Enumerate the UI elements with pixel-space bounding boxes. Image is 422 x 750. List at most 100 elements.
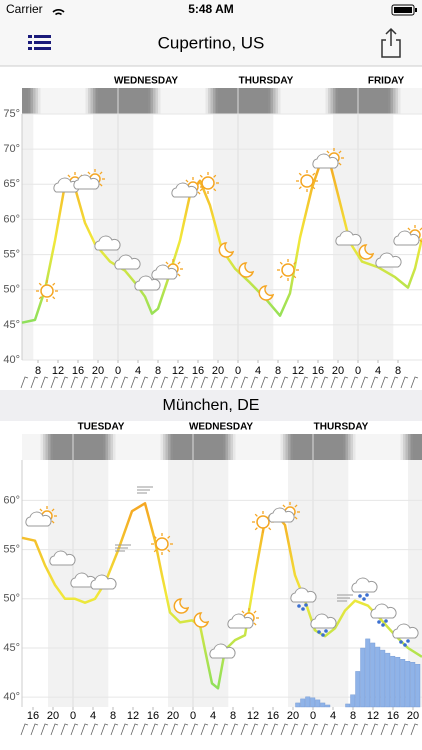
weather-icon: [290, 587, 317, 611]
cloud: [114, 254, 141, 270]
wind-barb: [340, 723, 349, 736]
moon: [173, 598, 190, 614]
daylight-strip: [260, 434, 264, 460]
daylight-strip: [118, 434, 121, 460]
daylight-strip: [178, 434, 181, 460]
daylight-strip: [305, 88, 309, 114]
day-label: WEDNESDAY: [189, 422, 253, 433]
daylight-strip: [378, 434, 381, 460]
daylight-strip: [183, 88, 186, 114]
cloud: [209, 643, 236, 659]
night-shade: [380, 114, 384, 360]
precip-bar: [300, 698, 306, 708]
daylight-strip: [165, 88, 169, 114]
night-shade: [175, 460, 179, 707]
daylight-strip: [318, 88, 321, 114]
wind-barb: [70, 376, 79, 389]
wind-barb: [210, 376, 219, 389]
daylight-strip: [170, 88, 174, 114]
sun-ray: [177, 273, 181, 277]
wind-barb: [390, 723, 399, 736]
daylight-strip: [30, 88, 34, 114]
daylight-strip: [210, 434, 214, 460]
wind-barb: [140, 723, 149, 736]
daylight-strip: [75, 88, 79, 114]
daylight-strip: [185, 434, 189, 460]
daylight-strip: [323, 88, 326, 114]
wind-barb: [370, 376, 379, 389]
daylight-strip: [138, 434, 141, 460]
daylight-strip: [153, 434, 156, 460]
night-shade: [48, 460, 51, 707]
daylight-strip: [285, 88, 289, 114]
wifi-icon: [52, 9, 65, 16]
x-tick-label: 16: [27, 710, 39, 722]
daylight-strip: [218, 434, 221, 460]
wind-barb: [310, 723, 319, 736]
daylight-strip: [158, 88, 161, 114]
night-shade: [260, 114, 264, 360]
daylight-strip: [22, 88, 24, 114]
night-shade: [178, 460, 181, 707]
sun-ray: [326, 150, 330, 154]
night-shade: [195, 460, 199, 707]
daylight-strip: [385, 88, 389, 114]
x-tick-label: 4: [330, 710, 336, 722]
daylight-strip: [58, 434, 61, 460]
wind-barb: [360, 723, 369, 736]
cloud: [290, 587, 317, 603]
x-tick-label: 4: [90, 710, 96, 722]
cloud: [151, 264, 178, 280]
sun-ray: [39, 508, 43, 512]
night-shade: [98, 114, 101, 360]
x-tick-label: 12: [52, 365, 64, 377]
night-shade: [120, 114, 124, 360]
sun-ray: [99, 183, 103, 187]
wind-barb: [140, 376, 149, 389]
night-shade: [300, 460, 304, 707]
daylight-strip: [180, 434, 184, 460]
wind-barb: [190, 723, 199, 736]
x-tick-label: 16: [312, 365, 324, 377]
precip-bar: [355, 671, 361, 708]
daylight-strip: [395, 88, 399, 114]
rain-drop: [406, 639, 410, 643]
daylight-strip: [358, 88, 361, 114]
night-shade: [340, 460, 344, 707]
daylight-strip: [213, 434, 216, 460]
night-shade: [293, 460, 296, 707]
wind-barb: [400, 376, 409, 389]
night-shade: [373, 114, 376, 360]
daylight-strip: [203, 88, 206, 114]
x-tick-label: 16: [72, 365, 84, 377]
daylight-strip: [283, 88, 286, 114]
daylight-strip: [415, 88, 419, 114]
daylight-strip: [340, 434, 344, 460]
sun-ray: [338, 162, 342, 166]
daylight-strip: [163, 88, 166, 114]
rain-drop: [384, 619, 388, 623]
daylight-strip: [93, 88, 96, 114]
daylight-strip: [43, 88, 46, 114]
precip-bar: [350, 694, 356, 708]
daylight-strip: [400, 434, 404, 460]
daylight-strip: [258, 434, 261, 460]
wind-barb: [300, 723, 309, 736]
share-button[interactable]: [381, 27, 401, 58]
daylight-strip: [330, 434, 334, 460]
daylight-strip: [320, 434, 324, 460]
weather-icon: [90, 574, 117, 590]
daylight-strip: [90, 434, 94, 460]
precip-bar: [390, 655, 396, 708]
daylight-strip: [103, 434, 106, 460]
night-shade: [323, 460, 326, 707]
precip-bar: [375, 646, 381, 708]
menu-button[interactable]: [28, 35, 51, 50]
night-shade: [263, 114, 266, 360]
daylight-strip: [195, 88, 199, 114]
night-shade: [413, 460, 416, 707]
daylight-strip: [255, 434, 259, 460]
daylight-strip: [173, 434, 176, 460]
daylight-strip: [108, 434, 111, 460]
daylight-strip: [390, 434, 394, 460]
